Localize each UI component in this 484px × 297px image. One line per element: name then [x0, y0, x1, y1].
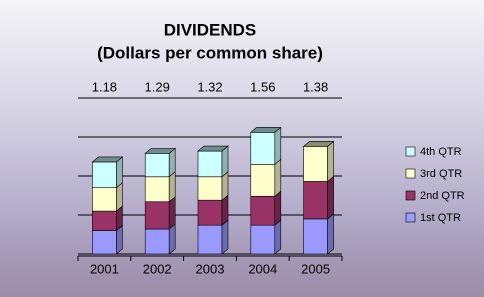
chart-subtitle: (Dollars per common share)	[97, 43, 323, 62]
bar-segment	[250, 224, 276, 255]
x-tick-label: 2004	[248, 261, 277, 276]
legend-label: 4th QTR	[420, 146, 462, 158]
bar-segment	[92, 210, 117, 231]
x-tick-label: 2002	[143, 261, 172, 276]
bar-side	[274, 126, 282, 165]
bar-segment	[250, 132, 276, 165]
total-label: 1.32	[197, 79, 222, 94]
total-label: 1.18	[92, 79, 117, 94]
bar-side	[327, 140, 334, 183]
bar-segment	[92, 187, 117, 212]
total-label: 1.29	[145, 79, 170, 94]
bar-segment	[197, 150, 223, 178]
bar-top	[249, 127, 282, 133]
legend-label: 2nd QTR	[420, 190, 465, 202]
bar-side	[221, 219, 229, 255]
x-tick-label: 2003	[196, 261, 225, 276]
bar-side	[274, 219, 282, 255]
bar-segment	[92, 230, 117, 255]
bar-side	[327, 175, 334, 220]
total-label: 1.56	[250, 79, 275, 94]
bar-side	[274, 190, 282, 226]
legend-label: 3rd QTR	[420, 168, 462, 180]
chart-title: DIVIDENDS	[164, 20, 257, 39]
legend-swatch	[405, 168, 416, 179]
bar-segment	[144, 153, 170, 178]
bar-segment	[197, 224, 223, 255]
bar-side	[168, 196, 176, 230]
total-label: 1.38	[303, 79, 328, 94]
legend-label: 1st QTR	[420, 212, 461, 224]
bar-segment	[92, 161, 117, 189]
bar-segment	[250, 195, 276, 226]
bar-side	[274, 158, 282, 197]
bar-top	[302, 141, 335, 147]
bar-segment	[144, 201, 170, 230]
bar-side	[327, 213, 334, 255]
bar-segment	[197, 199, 223, 226]
bar-top	[197, 145, 229, 152]
x-tick-label: 2005	[301, 261, 330, 276]
bar-segment	[144, 228, 170, 255]
bar-segment	[303, 218, 328, 255]
bar-segment	[250, 164, 276, 197]
legend-swatch	[405, 190, 416, 201]
bar-top	[144, 148, 177, 154]
bar-top	[91, 156, 124, 163]
bar-segment	[303, 181, 328, 220]
legend-swatch	[405, 146, 416, 157]
bar-segment	[303, 146, 328, 182]
x-tick-label: 2001	[90, 261, 119, 276]
bar-segment	[144, 176, 170, 203]
legend-swatch	[405, 212, 416, 223]
bar-segment	[197, 176, 223, 201]
